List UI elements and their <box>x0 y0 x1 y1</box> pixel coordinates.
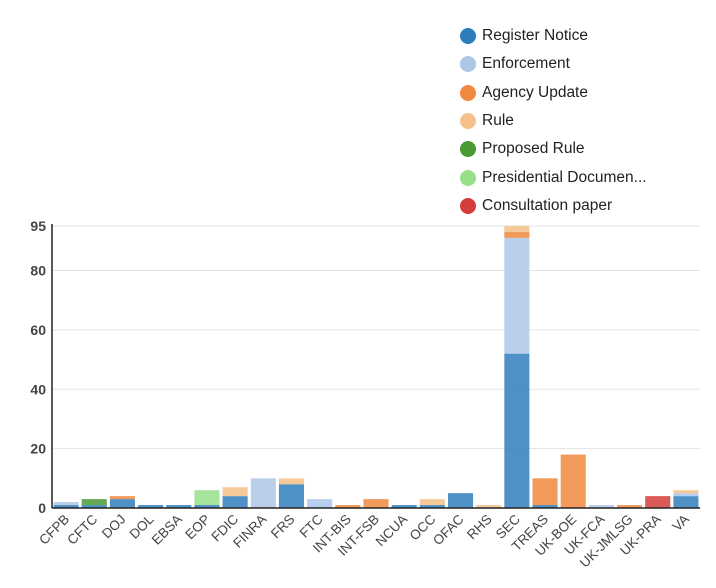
bars <box>53 226 699 508</box>
bar-segment[interactable] <box>194 505 220 508</box>
y-tick-label: 60 <box>30 322 46 338</box>
legend-swatch <box>460 84 476 101</box>
y-tick-label: 95 <box>30 218 46 234</box>
bar-segment[interactable] <box>673 490 699 494</box>
bar-segment[interactable] <box>222 487 248 497</box>
bar-segment[interactable] <box>194 490 220 506</box>
legend-label: Presidential Documen... <box>482 168 647 186</box>
x-tick-label: EOP <box>182 512 213 543</box>
bar-segment[interactable] <box>109 496 135 500</box>
bar-segment[interactable] <box>532 478 558 506</box>
bar-segment[interactable] <box>447 493 474 508</box>
bar-segment[interactable] <box>504 237 530 354</box>
legend-item[interactable]: Consultation paper <box>460 192 647 220</box>
legend-label: Consultation paper <box>482 196 613 214</box>
bar-segment[interactable] <box>138 505 164 508</box>
bar-segment[interactable] <box>391 505 417 508</box>
legend-item[interactable]: Proposed Rule <box>460 135 647 163</box>
x-tick-label: DOJ <box>99 512 129 542</box>
grid-lines <box>52 225 700 450</box>
bar-segment[interactable] <box>278 478 305 485</box>
legend-label: Agency Update <box>482 83 588 101</box>
legend-label: Rule <box>482 112 514 130</box>
x-tick-label: CFTC <box>64 511 100 547</box>
x-tick-label: RHS <box>464 512 495 543</box>
bar-segment[interactable] <box>53 502 79 506</box>
bar-segment[interactable] <box>476 505 502 508</box>
bar-segment[interactable] <box>278 484 305 508</box>
bar-segment[interactable] <box>504 226 530 232</box>
bar-segment[interactable] <box>645 496 671 508</box>
y-tick-label: 20 <box>30 441 46 457</box>
bar-segment[interactable] <box>109 499 135 508</box>
bar-segment[interactable] <box>363 499 389 508</box>
legend-swatch <box>460 141 476 158</box>
bar-segment[interactable] <box>673 496 699 508</box>
bar-segment[interactable] <box>504 231 530 238</box>
legend-swatch <box>460 113 476 130</box>
bar-segment[interactable] <box>53 505 79 508</box>
legend: Register Notice Enforcement Agency Update R… <box>460 22 647 220</box>
x-tick-label: EBSA <box>149 512 185 548</box>
y-tick-label: 0 <box>38 500 46 516</box>
x-tick-label: FRS <box>268 512 298 542</box>
legend-item[interactable]: Rule <box>460 107 647 135</box>
x-tick-label: CFPB <box>36 512 72 548</box>
bar-segment[interactable] <box>560 454 586 508</box>
legend-label: Proposed Rule <box>482 140 585 158</box>
legend-swatch <box>460 28 476 45</box>
bar-segment[interactable] <box>419 505 445 508</box>
y-tick-label: 80 <box>30 263 46 279</box>
legend-label: Register Notice <box>482 27 588 45</box>
legend-swatch <box>460 169 476 186</box>
bar-segment[interactable] <box>166 505 192 508</box>
bar-segment[interactable] <box>250 478 276 508</box>
legend-swatch <box>460 197 476 214</box>
y-tick-labels: 0 20 40 60 80 95 <box>30 218 46 516</box>
axes <box>51 224 700 509</box>
legend-label: Enforcement <box>482 55 570 73</box>
legend-item[interactable]: Agency Update <box>460 79 647 107</box>
x-tick-label: VA <box>669 512 692 535</box>
y-tick-label: 40 <box>30 381 46 397</box>
bar-segment[interactable] <box>532 505 558 508</box>
bar-segment[interactable] <box>81 499 107 506</box>
bar-segment[interactable] <box>335 505 361 508</box>
legend-item[interactable]: Presidential Documen... <box>460 163 647 191</box>
bar-segment[interactable] <box>588 505 614 508</box>
bar-segment[interactable] <box>419 499 445 506</box>
bar-segment[interactable] <box>307 499 333 508</box>
bar-segment[interactable] <box>673 493 699 497</box>
x-tick-label: OFAC <box>430 511 467 548</box>
x-tick-label: NCUA <box>373 512 411 550</box>
legend-item[interactable]: Enforcement <box>460 50 647 78</box>
legend-item[interactable]: Register Notice <box>460 22 647 50</box>
bar-segment[interactable] <box>81 505 107 508</box>
legend-swatch <box>460 56 476 73</box>
bar-segment[interactable] <box>504 353 530 508</box>
bar-segment[interactable] <box>222 496 248 508</box>
bar-segment[interactable] <box>617 505 643 508</box>
